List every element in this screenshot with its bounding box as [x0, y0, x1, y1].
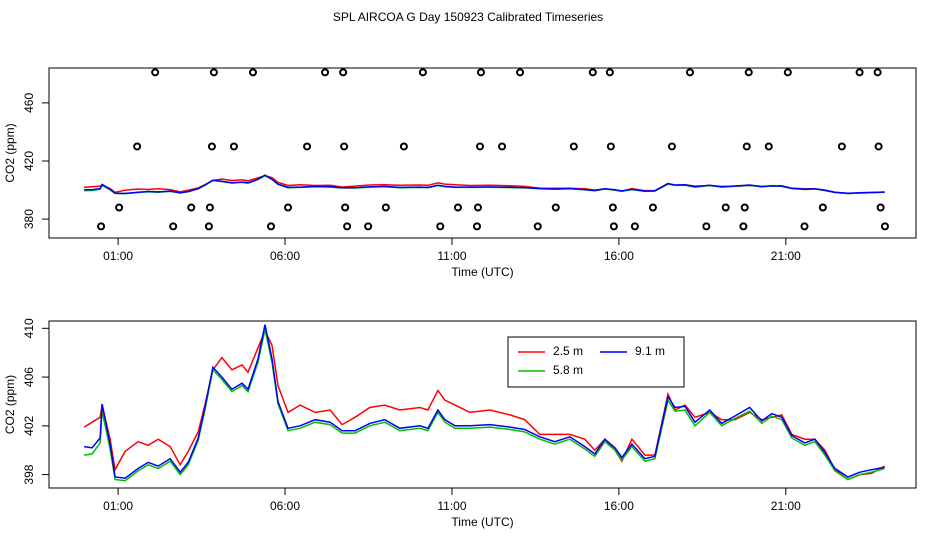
- point: [473, 203, 482, 212]
- point: [702, 222, 711, 231]
- point: [229, 142, 238, 151]
- point: [303, 142, 312, 151]
- point: [343, 222, 352, 231]
- x-tick-label: 21:00: [771, 249, 801, 263]
- y-axis-label: CO2 (ppm): [3, 375, 17, 434]
- y-tick-label: 420: [22, 151, 36, 171]
- point: [436, 222, 445, 231]
- point: [630, 222, 639, 231]
- point: [321, 68, 330, 77]
- point: [648, 203, 657, 212]
- point: [267, 222, 276, 231]
- point: [187, 203, 196, 212]
- point: [800, 222, 809, 231]
- y-tick-label: 460: [22, 93, 36, 113]
- x-axis-label: Time (UTC): [451, 265, 513, 279]
- point: [516, 68, 525, 77]
- plot-frame: [48, 67, 917, 239]
- series-line: [83, 328, 885, 481]
- point: [97, 222, 106, 231]
- point: [588, 68, 597, 77]
- legend-label: 2.5 m: [553, 344, 583, 358]
- point: [533, 222, 542, 231]
- point: [740, 203, 749, 212]
- point: [339, 68, 348, 77]
- legend-label: 9.1 m: [635, 344, 665, 358]
- point: [340, 142, 349, 151]
- point: [381, 203, 390, 212]
- x-tick-label: 16:00: [604, 499, 634, 513]
- plot-area: [84, 68, 889, 231]
- point: [569, 142, 578, 151]
- point: [855, 68, 864, 77]
- x-tick-label: 11:00: [437, 249, 466, 263]
- point: [606, 142, 615, 151]
- point: [115, 203, 124, 212]
- point: [498, 142, 507, 151]
- point: [284, 203, 293, 212]
- point: [667, 142, 676, 151]
- point: [609, 222, 618, 231]
- x-tick-label: 01:00: [103, 499, 133, 513]
- point: [551, 203, 560, 212]
- point: [248, 68, 257, 77]
- y-tick-label: 410: [22, 318, 36, 338]
- panel: 01:00 06:00 11:00 16:00 21:00 380 420 460 Time (…: [3, 67, 917, 279]
- x-tick-label: 01:00: [103, 249, 133, 263]
- point: [205, 203, 214, 212]
- x-tick-label: 16:00: [604, 249, 634, 263]
- x-tick-label: 11:00: [437, 499, 466, 513]
- point: [364, 222, 373, 231]
- x-tick-label: 21:00: [771, 499, 801, 513]
- point: [605, 68, 614, 77]
- point: [721, 203, 730, 212]
- legend-box: [507, 336, 685, 388]
- point: [476, 68, 485, 77]
- point: [608, 203, 617, 212]
- point: [685, 68, 694, 77]
- point: [880, 222, 889, 231]
- point: [744, 68, 753, 77]
- x-axis-label: Time (UTC): [451, 515, 513, 529]
- point: [341, 203, 350, 212]
- point: [783, 68, 792, 77]
- point: [742, 142, 751, 151]
- point: [133, 142, 142, 151]
- point: [764, 142, 773, 151]
- point: [837, 142, 846, 151]
- point: [475, 142, 484, 151]
- point: [418, 68, 427, 77]
- point: [876, 203, 885, 212]
- y-axis-label: CO2 (ppm): [3, 123, 17, 182]
- plot-area: [83, 324, 885, 482]
- point: [453, 203, 462, 212]
- point: [472, 222, 481, 231]
- y-tick-label: 380: [22, 209, 36, 229]
- point: [151, 68, 160, 77]
- y-tick-label: 402: [22, 416, 36, 436]
- legend-label: 5.8 m: [553, 363, 583, 377]
- y-tick-label: 398: [22, 464, 36, 484]
- x-tick-label: 06:00: [270, 249, 300, 263]
- point: [874, 142, 883, 151]
- figure-title: SPL AIRCOA G Day 150923 Calibrated Times…: [333, 10, 603, 24]
- series-line: [83, 329, 885, 482]
- point: [739, 222, 748, 231]
- point: [818, 203, 827, 212]
- point: [169, 222, 178, 231]
- point: [209, 68, 218, 77]
- panel: 01:00 06:00 11:00 16:00 21:00 398 402 406 410 Tim…: [3, 318, 917, 529]
- series-line: [84, 174, 885, 195]
- y-tick-label: 406: [22, 367, 36, 387]
- series-line: [83, 324, 885, 479]
- point: [873, 68, 882, 77]
- point: [207, 142, 216, 151]
- point: [399, 142, 408, 151]
- point: [204, 222, 213, 231]
- x-tick-label: 06:00: [270, 499, 300, 513]
